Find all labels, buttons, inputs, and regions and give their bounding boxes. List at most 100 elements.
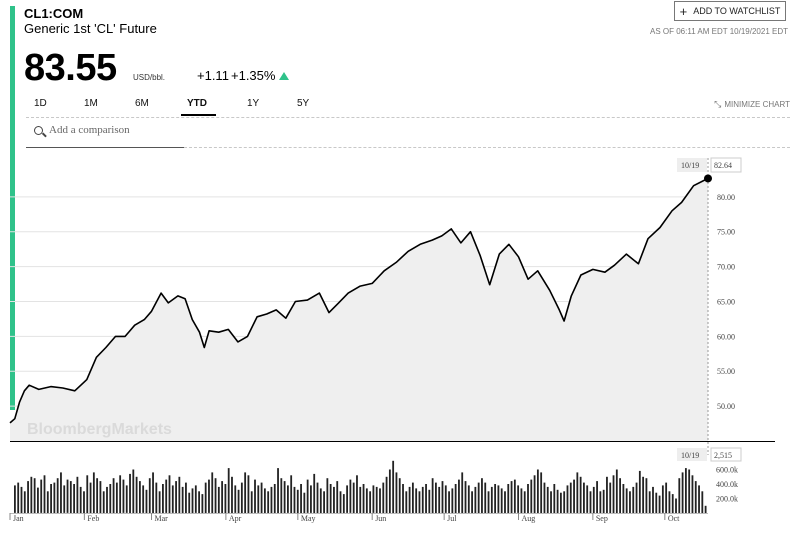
- volume-bar: [99, 481, 102, 513]
- volume-bar: [280, 478, 283, 513]
- volume-bar: [342, 494, 345, 513]
- volume-bar: [336, 481, 339, 513]
- volume-bar: [405, 491, 408, 514]
- price-change-percent: +1.35%: [231, 68, 276, 83]
- comparison-search-input[interactable]: Add a comparison: [34, 124, 130, 136]
- volume-bar: [678, 478, 681, 513]
- volume-bar: [573, 479, 575, 513]
- minimize-icon: ⤡: [714, 99, 722, 109]
- volume-bar: [273, 484, 276, 513]
- volume-bar: [214, 478, 217, 513]
- volume-bar: [185, 482, 187, 514]
- y-tick-label: 50.00: [717, 402, 735, 411]
- range-tab-1m[interactable]: 1M: [84, 98, 98, 109]
- x-tick-label: Feb: [87, 514, 99, 523]
- x-tick-label: Jun: [375, 514, 386, 523]
- volume-bar: [267, 491, 270, 514]
- volume-bar: [175, 481, 177, 513]
- minimize-chart-button[interactable]: ⤡ MINIMIZE CHART: [714, 99, 790, 110]
- volume-bar: [477, 482, 480, 514]
- x-tick-label: Aug: [522, 514, 536, 523]
- volume-bar: [566, 485, 569, 513]
- volume-bar: [227, 468, 230, 514]
- up-arrow-icon: [279, 72, 289, 80]
- volume-bar: [188, 492, 191, 513]
- volume-bar: [454, 484, 457, 513]
- date-x-axis: Jan Feb Mar Apr May Jun Jul Aug Sep Oct: [9, 513, 680, 523]
- volume-bar: [356, 475, 358, 513]
- volume-bar: [20, 486, 23, 513]
- volume-bar: [652, 486, 654, 513]
- divider: [26, 117, 790, 118]
- divider: [184, 147, 790, 148]
- volume-bar: [510, 481, 513, 513]
- last-value-box: [710, 157, 742, 173]
- volume-bar: [349, 479, 352, 513]
- volume-bar: [668, 491, 671, 514]
- range-tab-5y[interactable]: 5Y: [297, 98, 310, 109]
- volume-bar: [563, 491, 566, 514]
- volume-bar: [467, 485, 470, 513]
- y-tick-label: 70.00: [717, 263, 735, 272]
- volume-bar: [599, 491, 602, 514]
- volume-bar: [576, 472, 579, 513]
- price-line: [9, 177, 709, 424]
- volume-bar: [135, 476, 138, 514]
- range-tab-1y[interactable]: 1Y: [247, 98, 260, 109]
- volume-bar: [217, 486, 220, 513]
- search-underline: [26, 147, 184, 148]
- volume-bars: [10, 441, 775, 514]
- volume-bar: [250, 491, 253, 514]
- comparison-search-placeholder: Add a comparison: [49, 124, 130, 136]
- add-to-watchlist-button[interactable]: + ADD TO WATCHLIST: [674, 1, 786, 21]
- volume-bar: [125, 485, 128, 513]
- volume-bar: [89, 482, 92, 514]
- volume-bar: [665, 482, 668, 514]
- volume-bar: [688, 469, 691, 513]
- volume-bar: [583, 482, 585, 514]
- last-price-label: 10/19 82.64: [677, 157, 742, 455]
- volume-bar: [606, 476, 608, 514]
- as-of-timestamp: AS OF 06:11 AM EDT 10/19/2021 EDT: [650, 27, 788, 36]
- volume-bar: [260, 482, 263, 514]
- volume-bar: [138, 481, 141, 513]
- range-tab-6m[interactable]: 6M: [135, 98, 149, 109]
- volume-bar: [129, 473, 131, 514]
- volume-bar: [310, 485, 312, 513]
- volume-bar: [296, 489, 299, 513]
- volume-date-box: [677, 448, 707, 461]
- y-tick-label: 55.00: [717, 367, 735, 376]
- volume-bar: [158, 491, 161, 514]
- volume-bar: [517, 485, 520, 513]
- volume-bar: [63, 485, 66, 513]
- volume-bar: [346, 485, 349, 513]
- volume-bar: [428, 489, 431, 513]
- y-tick-label: 80.00: [717, 193, 735, 202]
- volume-bar: [73, 484, 76, 513]
- active-range-underline: [181, 114, 216, 116]
- volume-bar: [234, 485, 237, 513]
- volume-bar: [323, 491, 325, 514]
- volume-bar: [221, 481, 224, 513]
- volume-bar: [37, 487, 39, 513]
- volume-bar: [421, 486, 424, 513]
- range-tab-ytd[interactable]: YTD: [187, 98, 207, 109]
- x-tick-label: Apr: [229, 514, 242, 523]
- volume-bar: [648, 491, 651, 514]
- volume-bar: [148, 478, 151, 513]
- price-y-axis: 50.00 55.00 60.00 65.00 70.00 75.00 80.00: [717, 193, 735, 411]
- volume-bar: [257, 485, 260, 513]
- range-tab-1d[interactable]: 1D: [34, 98, 47, 109]
- volume-bar: [550, 491, 552, 514]
- bloomberg-watermark: BloombergMarkets: [27, 421, 172, 438]
- price-chart[interactable]: BloombergMarkets 50.00 55.00 60.00 65.00 70.…: [0, 150, 800, 537]
- volume-bar: [270, 486, 273, 513]
- x-tick-label: Jul: [447, 514, 457, 523]
- volume-bar: [168, 475, 171, 513]
- volume-bar: [244, 472, 247, 513]
- volume-bar: [145, 489, 148, 513]
- volume-bar: [635, 482, 638, 514]
- volume-bar: [254, 479, 256, 513]
- volume-bar: [290, 475, 293, 513]
- volume-bar: [431, 478, 434, 513]
